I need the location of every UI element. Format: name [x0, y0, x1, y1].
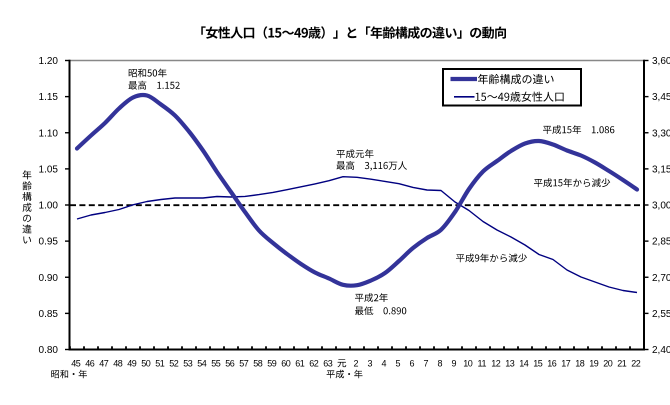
svg-text:12: 12: [491, 359, 501, 369]
svg-text:3,450: 3,450: [652, 92, 670, 103]
svg-text:52: 52: [169, 359, 179, 369]
svg-text:19: 19: [589, 359, 599, 369]
svg-text:46: 46: [85, 359, 95, 369]
svg-text:6: 6: [409, 359, 414, 369]
svg-text:16: 16: [547, 359, 557, 369]
svg-text:10: 10: [463, 359, 473, 369]
svg-text:57: 57: [239, 359, 249, 369]
svg-text:0.95: 0.95: [39, 237, 59, 248]
svg-text:45: 45: [71, 359, 81, 369]
svg-text:3,600: 3,600: [652, 56, 670, 67]
svg-text:62: 62: [309, 359, 319, 369]
svg-text:61: 61: [295, 359, 305, 369]
svg-text:63: 63: [323, 359, 333, 369]
svg-text:1.15: 1.15: [39, 92, 59, 103]
svg-text:3,300: 3,300: [652, 128, 670, 139]
svg-text:7: 7: [423, 359, 428, 369]
svg-text:0.90: 0.90: [39, 273, 59, 284]
svg-text:47: 47: [99, 359, 109, 369]
svg-text:22: 22: [631, 359, 641, 369]
svg-text:13: 13: [505, 359, 515, 369]
svg-text:50: 50: [141, 359, 151, 369]
svg-text:48: 48: [113, 359, 123, 369]
svg-text:3,000: 3,000: [652, 201, 670, 212]
svg-text:18: 18: [575, 359, 585, 369]
svg-text:2,400: 2,400: [652, 345, 670, 356]
svg-text:58: 58: [253, 359, 263, 369]
svg-text:53: 53: [183, 359, 193, 369]
svg-text:2,700: 2,700: [652, 273, 670, 284]
svg-text:49: 49: [127, 359, 137, 369]
svg-text:20: 20: [603, 359, 613, 369]
svg-text:3: 3: [367, 359, 372, 369]
svg-text:14: 14: [519, 359, 529, 369]
svg-text:0.80: 0.80: [39, 345, 59, 356]
svg-text:2,550: 2,550: [652, 309, 670, 320]
svg-text:21: 21: [617, 359, 627, 369]
svg-text:4: 4: [381, 359, 386, 369]
svg-text:55: 55: [211, 359, 221, 369]
svg-text:15: 15: [533, 359, 543, 369]
svg-text:9: 9: [451, 359, 456, 369]
svg-text:1.10: 1.10: [39, 128, 59, 139]
svg-text:1.00: 1.00: [39, 201, 59, 212]
svg-text:5: 5: [395, 359, 400, 369]
svg-text:60: 60: [281, 359, 291, 369]
svg-text:59: 59: [267, 359, 277, 369]
svg-text:8: 8: [437, 359, 442, 369]
svg-text:51: 51: [155, 359, 165, 369]
svg-text:17: 17: [561, 359, 571, 369]
svg-text:2: 2: [353, 359, 358, 369]
svg-text:1.05: 1.05: [39, 165, 59, 176]
svg-text:56: 56: [225, 359, 235, 369]
svg-text:3,150: 3,150: [652, 165, 670, 176]
svg-text:11: 11: [478, 359, 487, 369]
svg-text:54: 54: [197, 359, 207, 369]
svg-text:2,850: 2,850: [652, 237, 670, 248]
svg-text:1.20: 1.20: [39, 56, 59, 67]
svg-text:0.85: 0.85: [39, 309, 59, 320]
